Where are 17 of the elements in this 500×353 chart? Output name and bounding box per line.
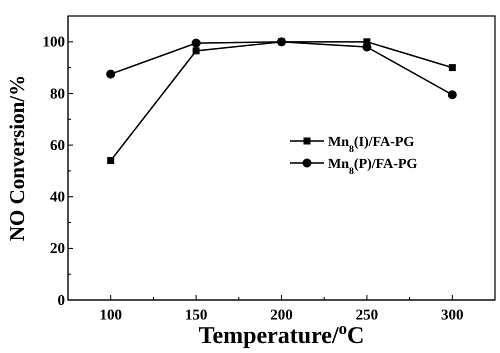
point <box>192 38 201 48</box>
y-tick-label: 40 <box>50 190 65 206</box>
point <box>107 157 114 164</box>
y-tick-label: 20 <box>50 241 65 258</box>
point <box>192 47 200 54</box>
x-tick-label: 100 <box>99 308 122 324</box>
point <box>106 70 116 79</box>
y-axis-title: NO Conversion/% <box>5 74 29 242</box>
y-tick-label: 100 <box>42 34 65 51</box>
legend-label: Mn$_{8}$(I)/FA-PG <box>328 135 414 154</box>
point <box>448 90 457 100</box>
y-tick-label: 60 <box>50 138 65 154</box>
legend-label: Mn$_{8}$(P)/FA-PG <box>328 157 418 176</box>
y-tick-label: 80 <box>50 86 65 102</box>
x-tick-label: 300 <box>441 308 464 324</box>
y-tick-label: 0 <box>58 292 65 309</box>
point <box>448 64 456 72</box>
